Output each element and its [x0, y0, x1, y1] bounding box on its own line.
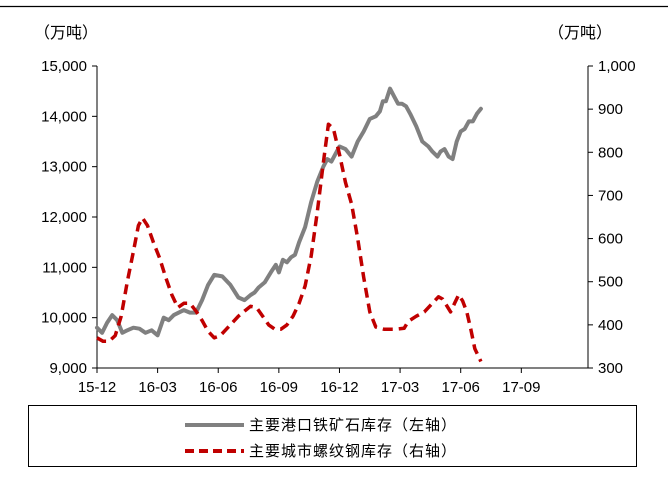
right-unit-label: （万吨） [548, 23, 612, 42]
left-tick-label: 15,000 [41, 58, 87, 75]
left-tick-label: 9,000 [49, 360, 87, 377]
x-tick-label: 16-12 [320, 379, 358, 396]
right-axis-ticks: 300 400 500 600 700 800 900 1,000 [588, 58, 636, 377]
x-tick-label: 17-03 [381, 379, 419, 396]
series-line-rebar [96, 122, 483, 363]
right-tick-label: 700 [598, 187, 623, 204]
right-tick-label: 500 [598, 274, 623, 291]
x-axis-ticks: 15-12 16-03 16-06 16-09 16-12 17-03 17-06 17-09 [78, 368, 541, 396]
right-tick-label: 400 [598, 317, 623, 334]
left-tick-label: 13,000 [41, 159, 87, 176]
right-tick-label: 600 [598, 231, 623, 248]
left-tick-label: 14,000 [41, 108, 87, 125]
legend-label-iron-ore: 主要港口铁矿石库存（左轴） [249, 416, 457, 434]
right-tick-label: 900 [598, 101, 623, 118]
x-tick-label: 16-09 [260, 379, 298, 396]
right-tick-label: 1,000 [598, 58, 636, 75]
left-axis-ticks: 9,000 10,000 11,000 12,000 13,000 14,000 15,00… [41, 58, 97, 377]
right-tick-label: 800 [598, 144, 623, 161]
left-tick-label: 12,000 [41, 209, 87, 226]
legend-label-rebar: 主要城市螺纹钢库存（右轴） [249, 442, 457, 460]
x-tick-label: 17-09 [502, 379, 540, 396]
left-unit-label: （万吨） [34, 23, 98, 42]
x-tick-label: 15-12 [78, 379, 116, 396]
series-line-iron-ore [95, 86, 483, 338]
x-tick-label: 16-06 [199, 379, 237, 396]
series-layer [95, 86, 483, 363]
x-tick-label: 16-03 [138, 379, 176, 396]
left-tick-label: 11,000 [42, 259, 87, 276]
x-tick-label: 17-06 [442, 379, 480, 396]
legend-box [28, 405, 637, 467]
right-tick-label: 300 [598, 360, 623, 377]
left-tick-label: 10,000 [41, 310, 87, 327]
